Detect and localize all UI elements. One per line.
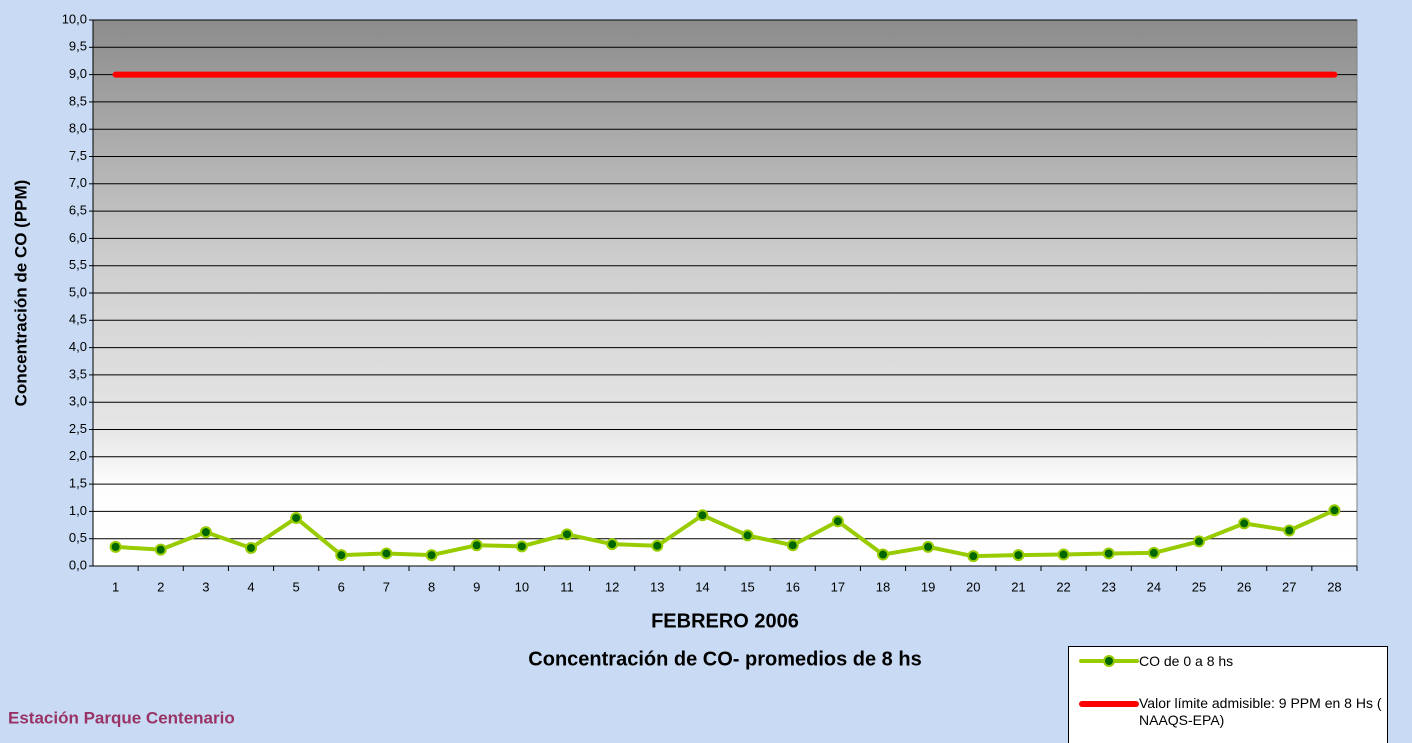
data-point xyxy=(831,515,844,528)
y-tick-label: 3,5 xyxy=(69,366,87,381)
x-tick-label: 14 xyxy=(695,579,709,594)
legend-label: CO de 0 a 8 hs xyxy=(1139,653,1234,669)
y-tick-label: 2,5 xyxy=(69,421,87,436)
data-point xyxy=(1238,517,1251,530)
y-tick-label: 9,0 xyxy=(69,66,87,81)
x-tick-label: 2 xyxy=(157,579,164,594)
x-tick-label: 11 xyxy=(560,579,574,594)
data-point xyxy=(109,540,122,553)
x-tick-label: 6 xyxy=(338,579,345,594)
y-tick-label: 9,5 xyxy=(69,39,87,54)
y-tick-label: 4,5 xyxy=(69,312,87,327)
x-tick-label: 8 xyxy=(428,579,435,594)
y-tick-label: 7,5 xyxy=(69,148,87,163)
y-tick-label: 1,5 xyxy=(69,476,87,491)
x-tick-label: 10 xyxy=(515,579,529,594)
x-tick-label: 3 xyxy=(202,579,209,594)
y-tick-label: 3,0 xyxy=(69,394,87,409)
annotation: Estación Parque Centenario xyxy=(8,708,235,727)
data-point xyxy=(380,547,393,560)
y-tick-label: 6,0 xyxy=(69,230,87,245)
x-tick-label: 9 xyxy=(473,579,480,594)
x-tick-label: 21 xyxy=(1011,579,1025,594)
x-tick-label: 7 xyxy=(383,579,390,594)
x-tick-label: 24 xyxy=(1147,579,1161,594)
x-tick-label: 13 xyxy=(650,579,664,594)
y-tick-label: 1,0 xyxy=(69,503,87,518)
data-point xyxy=(290,511,303,524)
x-tick-label: 27 xyxy=(1282,579,1296,594)
legend-swatch xyxy=(1079,701,1139,707)
x-tick-label: 18 xyxy=(876,579,890,594)
x-axis-label: FEBRERO 2006 xyxy=(651,610,799,632)
y-tick-label: 5,0 xyxy=(69,284,87,299)
data-point xyxy=(1012,549,1025,562)
x-tick-label: 28 xyxy=(1327,579,1341,594)
data-point xyxy=(1147,546,1160,559)
y-tick-label: 4,0 xyxy=(69,339,87,354)
y-tick-label: 5,5 xyxy=(69,257,87,272)
data-point xyxy=(245,541,257,554)
data-point xyxy=(967,550,980,563)
x-tick-label: 15 xyxy=(740,579,754,594)
x-tick-label: 17 xyxy=(831,579,845,594)
x-tick-label: 19 xyxy=(921,579,935,594)
y-tick-label: 0,0 xyxy=(69,557,87,572)
y-tick-label: 7,0 xyxy=(69,175,87,190)
x-tick-label: 1 xyxy=(112,579,119,594)
data-point xyxy=(922,540,935,553)
data-point xyxy=(696,509,709,522)
y-tick-label: 8,0 xyxy=(69,121,87,136)
y-tick-label: 0,5 xyxy=(69,530,87,545)
x-tick-label: 12 xyxy=(605,579,619,594)
data-point xyxy=(606,538,619,551)
y-tick-label: 10,0 xyxy=(62,11,87,26)
x-tick-label: 22 xyxy=(1056,579,1070,594)
x-tick-label: 16 xyxy=(785,579,799,594)
legend: CO de 0 a 8 hs Valor límite admisible: 9 … xyxy=(1068,646,1388,743)
x-tick-label: 23 xyxy=(1101,579,1115,594)
legend-marker xyxy=(1103,655,1115,667)
data-point xyxy=(786,539,799,552)
data-point xyxy=(1283,524,1296,537)
x-tick-label: 4 xyxy=(247,579,254,594)
x-tick-label: 20 xyxy=(966,579,980,594)
x-tick-label: 5 xyxy=(293,579,300,594)
data-point xyxy=(199,526,212,539)
series-line xyxy=(113,508,1337,559)
chart-title: Concentración de CO- promedios de 8 hs xyxy=(528,648,921,670)
data-point xyxy=(1193,535,1205,548)
x-tick-label: 25 xyxy=(1192,579,1206,594)
data-point xyxy=(1102,547,1115,560)
legend-swatch xyxy=(1079,655,1139,667)
legend-label: Valor límite admisible: 9 PPM en 8 Hs ( … xyxy=(1139,695,1382,728)
data-point xyxy=(470,539,483,552)
data-point xyxy=(335,549,348,562)
data-point xyxy=(741,529,754,542)
data-point xyxy=(154,543,167,556)
data-point xyxy=(561,528,573,541)
y-tick-label: 2,0 xyxy=(69,448,87,463)
y-tick-label: 6,5 xyxy=(69,203,87,218)
data-point xyxy=(877,548,889,561)
data-point xyxy=(1328,504,1341,517)
y-tick-label: 8,5 xyxy=(69,93,87,108)
data-point xyxy=(425,549,438,562)
y-axis-label: Concentración de CO (PPM) xyxy=(11,180,30,407)
data-point xyxy=(651,539,664,552)
data-point xyxy=(1057,548,1070,561)
x-tick-label: 26 xyxy=(1237,579,1251,594)
data-point xyxy=(515,540,528,553)
